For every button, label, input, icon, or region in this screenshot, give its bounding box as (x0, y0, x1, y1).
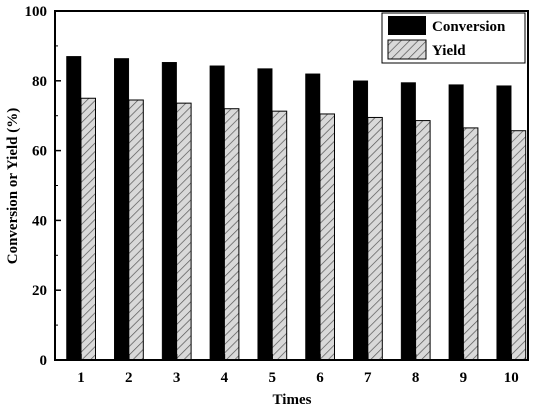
x-tick-label: 1 (77, 370, 85, 386)
y-tick-label: 0 (40, 353, 48, 369)
bar-conversion-8 (400, 82, 416, 361)
legend-swatch-yield (387, 39, 427, 60)
y-tick-label: 60 (32, 144, 47, 160)
bars-layer (66, 56, 527, 361)
bar-yield-4 (223, 108, 240, 361)
bar-conversion-7 (353, 80, 369, 361)
legend-swatch-conversion (388, 16, 426, 35)
x-axis-title: Times (273, 392, 312, 408)
legend-label-conversion: Conversion (432, 19, 506, 35)
x-tick-label: 6 (316, 370, 324, 386)
bar-yield-1 (80, 97, 96, 361)
y-tick-label: 40 (32, 213, 47, 229)
bar-conversion-9 (448, 84, 464, 361)
bar-yield-5 (271, 110, 288, 361)
y-axis-title: Conversion or Yield (%) (5, 108, 21, 265)
bar-yield-8 (415, 120, 431, 361)
bar-conversion-6 (305, 73, 321, 361)
bar-yield-9 (462, 127, 479, 361)
bar-conversion-10 (496, 85, 512, 361)
bar-conversion-4 (209, 65, 225, 361)
y-tick-label: 20 (32, 283, 47, 299)
x-tick-label: 3 (173, 370, 181, 386)
x-tick-label: 9 (460, 370, 468, 386)
legend: Conversion Yield (381, 12, 526, 64)
x-tick-label: 4 (221, 370, 229, 386)
bar-yield-2 (128, 99, 144, 361)
x-tick-label: 2 (125, 370, 133, 386)
bar-conversion-5 (257, 68, 273, 361)
x-tick-label: 10 (504, 370, 519, 386)
bar-yield-7 (367, 116, 383, 361)
legend-label-yield: Yield (432, 43, 466, 59)
y-tick-label: 80 (32, 74, 47, 90)
y-tick-label: 100 (25, 4, 48, 20)
bar-yield-10 (510, 130, 527, 361)
x-tick-label: 7 (364, 370, 372, 386)
bar-conversion-3 (161, 62, 177, 361)
bar-conversion-2 (114, 58, 130, 361)
x-tick-label: 8 (412, 370, 420, 386)
bar-yield-6 (319, 113, 335, 361)
x-tick-label: 5 (268, 370, 276, 386)
bar-conversion-1 (66, 56, 82, 361)
bar-yield-3 (176, 102, 192, 361)
